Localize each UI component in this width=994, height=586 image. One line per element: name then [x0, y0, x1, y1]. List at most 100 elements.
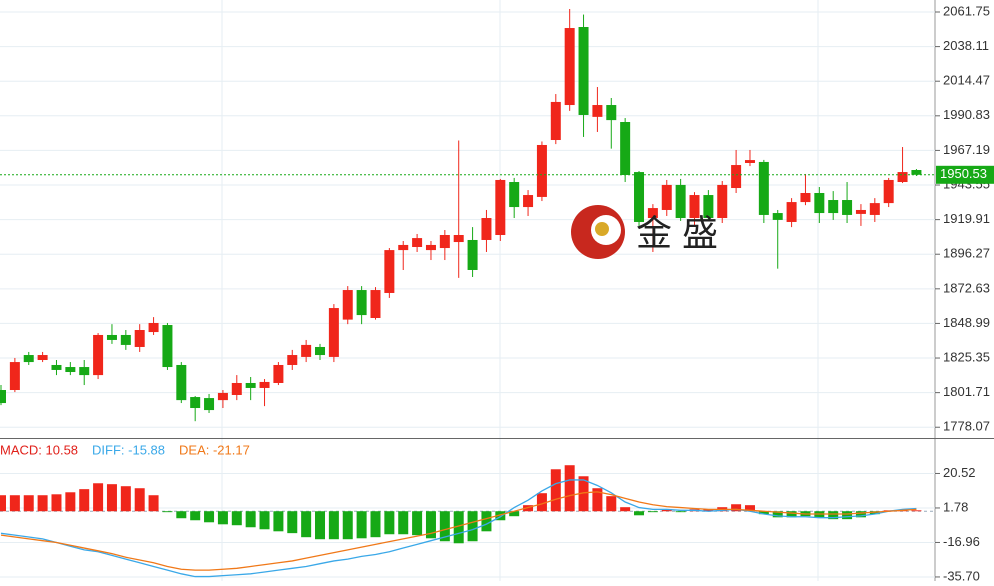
candle-body [301, 344, 312, 357]
macd-bar [439, 511, 450, 542]
macd-bar [453, 511, 464, 544]
macd-bar [564, 465, 575, 512]
macd-bar [162, 511, 173, 513]
candle-body [495, 179, 506, 236]
candle-body [273, 364, 284, 383]
logo [595, 222, 609, 236]
macd-bar [356, 511, 367, 539]
candle-body [148, 322, 159, 333]
candle-body [65, 367, 76, 373]
macd-bar [731, 504, 742, 512]
y-tick-label: 1.78 [943, 499, 968, 514]
candle-body [467, 239, 478, 270]
y-tick-label: 1778.07 [943, 419, 990, 434]
y-tick-label: 1919.91 [943, 211, 990, 226]
macd-bar [828, 511, 839, 520]
macd-bar [786, 511, 797, 518]
y-tick-label: 1848.99 [943, 315, 990, 330]
macd-bar [911, 510, 922, 512]
candle-body [259, 381, 270, 388]
macd-bar [467, 511, 478, 542]
candle-body [287, 355, 298, 365]
macd-bar [772, 511, 783, 518]
macd-bar [578, 476, 589, 512]
candle-body [93, 334, 104, 376]
watermark-text: 金 盛 [636, 213, 718, 254]
candle-body [37, 355, 48, 361]
candle-body [245, 382, 256, 388]
candle-body [731, 165, 742, 189]
macd-bar [259, 511, 270, 530]
macd-bar [842, 511, 853, 520]
macd-bar [287, 511, 298, 534]
y-tick-label: 20.52 [943, 465, 976, 480]
candle-body [620, 122, 631, 175]
last-price-label: 1950.53 [940, 166, 987, 181]
candle-body [79, 367, 90, 376]
candle-body [606, 105, 617, 121]
macd-bar [134, 488, 145, 512]
y-tick-label: 1967.19 [943, 142, 990, 157]
candle-body [342, 290, 353, 320]
candle-body [536, 144, 547, 197]
candle-body [717, 184, 728, 219]
indicator-readout: DIFF: -15.88 [92, 442, 165, 457]
macd-bar [481, 511, 492, 532]
y-tick-label: -35.70 [943, 568, 980, 581]
candle-body [800, 192, 811, 203]
candle-body [842, 200, 853, 215]
candle-body [758, 161, 769, 215]
candle-body [869, 203, 880, 215]
y-tick-label: 1825.35 [943, 349, 990, 364]
candle-body [328, 308, 339, 357]
macd-bar [245, 511, 256, 528]
y-tick-label: 1990.83 [943, 107, 990, 122]
macd-bar [855, 511, 866, 518]
candle-body [439, 235, 450, 249]
macd-bar [273, 511, 284, 532]
y-tick-label: 1872.63 [943, 280, 990, 295]
macd-bar [328, 511, 339, 540]
macd-bar [217, 511, 228, 525]
watermark: 金 盛 [571, 205, 718, 259]
candle-body [190, 397, 201, 409]
candle-body [592, 105, 603, 117]
macd-bar [37, 495, 48, 512]
candle-body [744, 160, 755, 163]
candle-body [523, 195, 534, 208]
candle-body [370, 290, 381, 318]
candle-body [550, 101, 561, 141]
candle-body [481, 218, 492, 240]
macd-bar [425, 511, 436, 539]
macd-bar [79, 489, 90, 512]
candle-body [162, 325, 173, 368]
macd-bar [647, 511, 658, 513]
macd-bar [634, 511, 645, 516]
candle-body [786, 202, 797, 222]
candle-body [356, 290, 367, 316]
y-tick-label: 2014.47 [943, 73, 990, 88]
macd-bar [65, 492, 76, 512]
macd-bar [190, 511, 201, 521]
macd-bar [106, 484, 117, 512]
candle-body [647, 208, 658, 219]
macd-bar [744, 505, 755, 512]
candle-body [176, 364, 187, 401]
candle-body [897, 172, 908, 183]
macd-bar [23, 495, 34, 512]
candle-body [453, 235, 464, 243]
y-tick-label: 1801.71 [943, 384, 990, 399]
candle-body [703, 195, 714, 219]
macd-bar [148, 495, 159, 512]
candle-body [772, 213, 783, 220]
candle-body [51, 364, 62, 370]
macd-bar [231, 511, 242, 526]
y-tick-label: -16.96 [943, 534, 980, 549]
macd-bar [370, 511, 381, 538]
macd-bar [9, 495, 20, 512]
candle-body [315, 346, 326, 356]
macd-bar [120, 486, 131, 512]
y-tick-label: 1896.27 [943, 246, 990, 261]
